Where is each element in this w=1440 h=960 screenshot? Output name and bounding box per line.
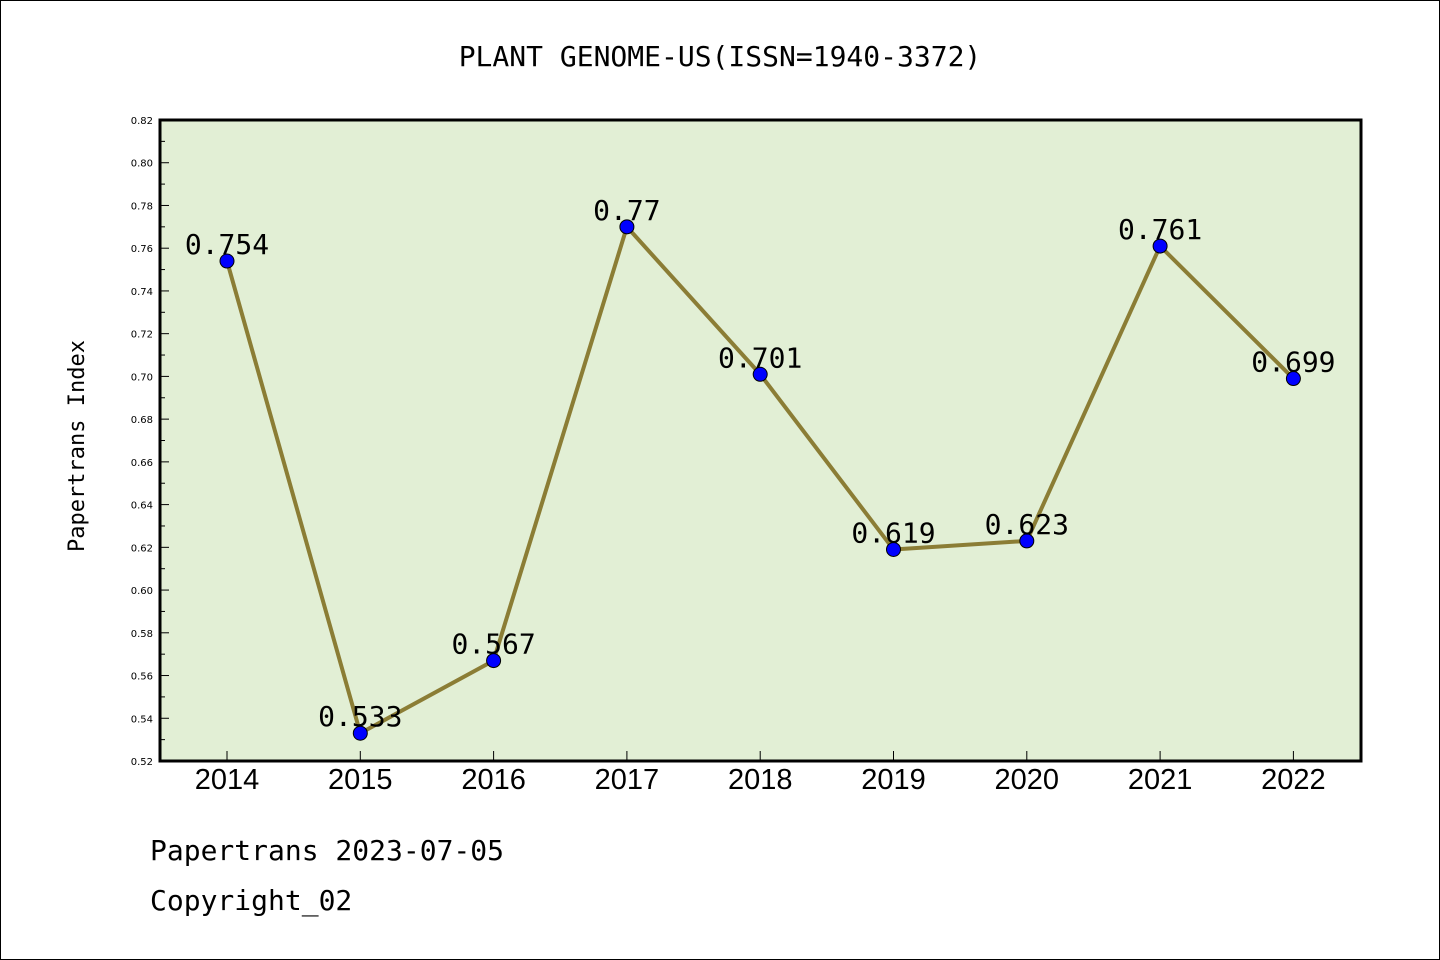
data-label: 0.761 xyxy=(1118,213,1202,246)
data-label: 0.623 xyxy=(985,508,1069,541)
x-tick-label: 2017 xyxy=(595,764,660,796)
x-tick-label: 2015 xyxy=(328,764,393,796)
x-tick-label: 2019 xyxy=(861,764,926,796)
y-tick-label: 0.60 xyxy=(131,586,153,597)
data-label: 0.699 xyxy=(1251,346,1335,379)
y-tick-label: 0.54 xyxy=(131,714,153,725)
plot-area xyxy=(160,120,1361,761)
data-label: 0.701 xyxy=(718,341,802,374)
y-tick-label: 0.72 xyxy=(131,330,153,341)
x-tick-label: 2020 xyxy=(995,764,1060,796)
x-tick-label: 2022 xyxy=(1261,764,1326,796)
data-markers xyxy=(219,219,1301,741)
chart-title: PLANT GENOME-US(ISSN=1940-3372) xyxy=(459,40,982,73)
data-point xyxy=(219,253,235,269)
x-tick-label: 2021 xyxy=(1128,764,1193,796)
y-axis-label: Papertrans Index xyxy=(65,340,90,552)
y-tick-label: 0.58 xyxy=(131,629,153,640)
data-label: 0.77 xyxy=(593,194,660,227)
y-tick-label: 0.70 xyxy=(131,372,153,383)
y-tick-label: 0.76 xyxy=(131,244,153,255)
x-tick-label: 2014 xyxy=(195,764,260,796)
data-label: 0.567 xyxy=(451,628,535,661)
footer-date: Papertrans 2023-07-05 xyxy=(150,834,505,867)
data-label: 0.754 xyxy=(185,228,269,261)
data-label: 0.619 xyxy=(851,516,935,549)
x-tick-label: 2018 xyxy=(728,764,793,796)
y-tick-label: 0.80 xyxy=(131,159,153,170)
data-point xyxy=(1152,238,1168,254)
data-point xyxy=(486,653,502,669)
y-tick-label: 0.78 xyxy=(131,201,153,212)
data-point xyxy=(752,366,768,382)
y-tick-label: 0.62 xyxy=(131,543,153,554)
y-tick-label: 0.56 xyxy=(131,672,153,683)
y-tick-label: 0.82 xyxy=(131,116,153,127)
data-point xyxy=(619,219,635,235)
y-tick-label: 0.74 xyxy=(131,287,153,298)
footer-copyright: Copyright_02 xyxy=(150,884,353,917)
x-tick-label: 2016 xyxy=(461,764,526,796)
data-labels: 0.754 0.533 0.567 0.77 0.701 0.619 0.623 0.761 0… xyxy=(185,194,1336,733)
data-point xyxy=(1285,371,1301,387)
data-label: 0.533 xyxy=(318,700,402,733)
data-point xyxy=(1019,533,1035,549)
y-tick-label: 0.66 xyxy=(131,458,153,469)
data-point xyxy=(886,541,901,557)
x-axis-ticks: 2014 2015 2016 2017 2018 2019 2020 2021 2022 xyxy=(195,751,1326,796)
y-tick-label: 0.52 xyxy=(131,757,153,768)
plot-border xyxy=(158,118,1363,763)
data-point xyxy=(352,725,368,741)
y-tick-label: 0.68 xyxy=(131,415,153,426)
y-tick-label: 0.64 xyxy=(131,501,153,512)
